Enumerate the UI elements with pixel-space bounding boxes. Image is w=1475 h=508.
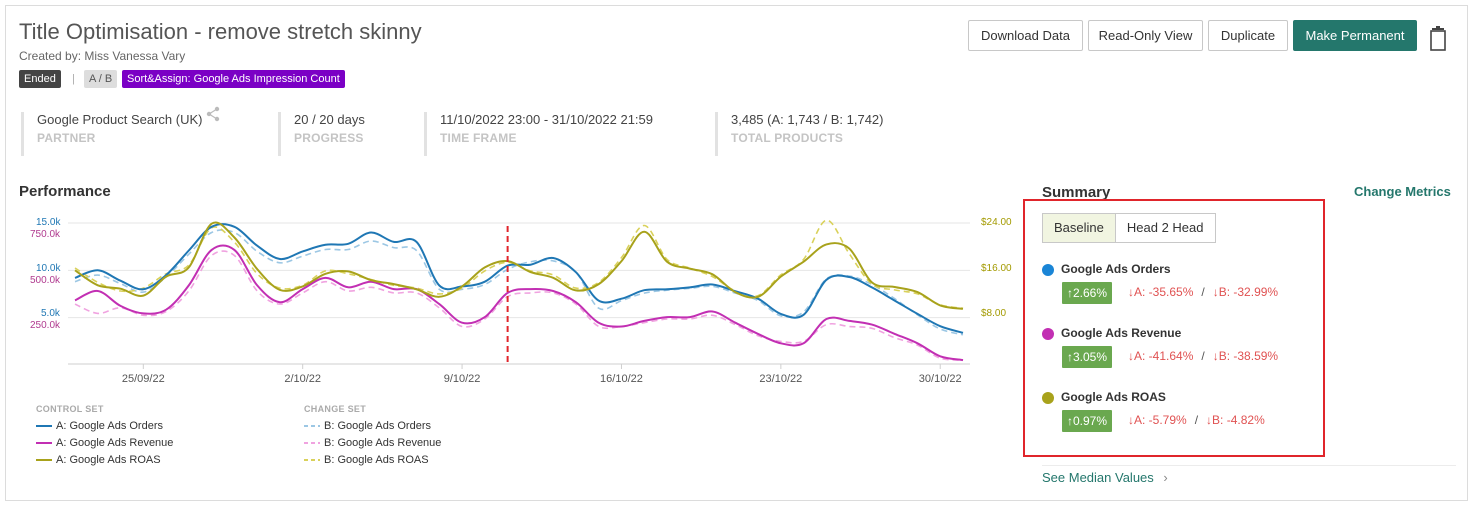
change-metrics-link[interactable]: Change Metrics bbox=[1354, 184, 1451, 199]
legend-label: A: Google Ads ROAS bbox=[56, 454, 161, 466]
x-tick-label: 23/10/22 bbox=[759, 373, 803, 385]
timeframe-label: TIME FRAME bbox=[440, 131, 517, 145]
legend-swatch-icon bbox=[36, 425, 52, 427]
status-badge: Ended bbox=[19, 70, 61, 88]
series-line-a-google-ads-roas bbox=[74, 221, 964, 310]
y-tick-orders-3: 5.0k bbox=[41, 308, 60, 319]
see-median-values-link[interactable]: See Median Values › bbox=[1042, 470, 1168, 485]
slash: / bbox=[1201, 285, 1205, 299]
legend-control-header: CONTROL SET bbox=[36, 404, 104, 414]
x-tick-label: 9/10/22 bbox=[443, 373, 481, 385]
partner-label: PARTNER bbox=[37, 131, 96, 145]
total-products-value: 3,485 (A: 1,743 / B: 1,742) bbox=[731, 112, 884, 127]
make-permanent-button[interactable]: Make Permanent bbox=[1293, 20, 1417, 51]
chevron-right-icon: › bbox=[1163, 470, 1168, 485]
y-tick-revenue-2: 500.0k bbox=[30, 275, 61, 286]
progress-info: 20 / 20 days PROGRESS bbox=[278, 112, 413, 156]
change-badge: ↑0.97% bbox=[1062, 410, 1113, 432]
sort-assign-badge: Sort&Assign: Google Ads Impression Count bbox=[122, 70, 345, 88]
x-tick-label: 25/09/22 bbox=[121, 373, 165, 385]
total-products-info: 3,485 (A: 1,743 / B: 1,742) TOTAL PRODUC… bbox=[715, 112, 925, 156]
metric-name: Google Ads ROAS bbox=[1061, 390, 1166, 404]
legend-swatch-icon bbox=[36, 459, 52, 461]
value-b: ↓B: -4.82% bbox=[1206, 413, 1265, 427]
slash: / bbox=[1201, 349, 1205, 363]
download-data-button[interactable]: Download Data bbox=[968, 20, 1083, 51]
change-badge: ↑2.66% bbox=[1062, 282, 1113, 304]
progress-label: PROGRESS bbox=[294, 131, 364, 145]
y-tick-orders-2: 10.0k bbox=[36, 263, 61, 274]
slash: / bbox=[1194, 413, 1199, 427]
legend-label: A: Google Ads Revenue bbox=[56, 437, 174, 449]
median-link-label: See Median Values bbox=[1042, 470, 1154, 485]
series-line-a-google-ads-revenue bbox=[74, 244, 964, 362]
y-tick-orders-1: 15.0k bbox=[36, 217, 61, 228]
tab-head-2-head[interactable]: Head 2 Head bbox=[1115, 213, 1216, 243]
legend-label: A: Google Ads Orders bbox=[56, 420, 163, 432]
test-type-badge: A / B bbox=[84, 70, 118, 88]
legend-label: B: Google Ads Orders bbox=[324, 420, 431, 432]
x-tick-label: 2/10/22 bbox=[284, 373, 322, 385]
summary-highlight-box bbox=[1023, 199, 1325, 457]
partner-value: Google Product Search (UK) bbox=[37, 112, 203, 127]
tab-baseline[interactable]: Baseline bbox=[1042, 213, 1116, 243]
roas-color-dot bbox=[1042, 392, 1054, 404]
change-badge: ↑3.05% bbox=[1062, 346, 1113, 368]
metric-values: ↓A: -35.65% / ↓B: -32.99% bbox=[1128, 285, 1278, 299]
legend-swatch-icon bbox=[36, 442, 52, 444]
timeframe-value: 11/10/2022 23:00 - 31/10/2022 21:59 bbox=[440, 112, 654, 127]
y-tick-revenue-1: 750.0k bbox=[30, 229, 61, 240]
orders-color-dot bbox=[1042, 264, 1054, 276]
metric-name: Google Ads Revenue bbox=[1061, 326, 1182, 340]
y-tick-roas-2: $16.00 bbox=[981, 263, 1012, 274]
created-by: Created by: Miss Vanessa Vary bbox=[19, 49, 186, 63]
summary-divider bbox=[1042, 465, 1456, 466]
total-products-label: TOTAL PRODUCTS bbox=[731, 131, 844, 145]
metric-name: Google Ads Orders bbox=[1061, 262, 1171, 276]
y-tick-roas-1: $24.00 bbox=[981, 217, 1012, 228]
legend-label: B: Google Ads Revenue bbox=[324, 437, 442, 449]
legend-label: B: Google Ads ROAS bbox=[324, 454, 429, 466]
metric-values: ↓A: -41.64% / ↓B: -38.59% bbox=[1128, 349, 1278, 363]
duplicate-button[interactable]: Duplicate bbox=[1208, 20, 1288, 51]
partner-info: Google Product Search (UK) PARTNER bbox=[21, 106, 266, 156]
summary-title: Summary bbox=[1042, 184, 1111, 201]
badge-separator: | bbox=[72, 73, 75, 85]
legend-swatch-icon bbox=[304, 425, 320, 427]
value-a: ↓A: -35.65% bbox=[1128, 285, 1194, 299]
value-a: ↓A: -41.64% bbox=[1128, 349, 1194, 363]
value-b: ↓B: -32.99% bbox=[1212, 285, 1279, 299]
read-only-view-button[interactable]: Read-Only View bbox=[1088, 20, 1203, 51]
revenue-color-dot bbox=[1042, 328, 1054, 340]
series-line-a-google-ads-orders bbox=[74, 223, 964, 334]
legend-change-header: CHANGE SET bbox=[304, 404, 367, 414]
series-line-b-google-ads-revenue bbox=[74, 250, 964, 361]
summary-tabs: Baseline Head 2 Head bbox=[1042, 213, 1216, 243]
share-icon[interactable] bbox=[205, 106, 221, 125]
value-b: ↓B: -38.59% bbox=[1212, 349, 1279, 363]
x-tick-label: 30/10/22 bbox=[918, 373, 962, 385]
y-tick-roas-3: $8.00 bbox=[981, 308, 1007, 319]
y-tick-revenue-3: 250.0k bbox=[30, 320, 61, 331]
legend-swatch-icon bbox=[304, 442, 320, 444]
performance-chart bbox=[68, 219, 970, 369]
progress-value: 20 / 20 days bbox=[294, 112, 365, 127]
performance-title: Performance bbox=[19, 183, 111, 200]
legend-swatch-icon bbox=[304, 459, 320, 461]
x-tick-label: 16/10/22 bbox=[600, 373, 643, 385]
value-a: ↓A: -5.79% bbox=[1128, 413, 1187, 427]
page-title: Title Optimisation - remove stretch skin… bbox=[19, 19, 422, 44]
trash-icon[interactable] bbox=[1428, 25, 1448, 51]
metric-values: ↓A: -5.79% / ↓B: -4.82% bbox=[1128, 413, 1265, 427]
timeframe-info: 11/10/2022 23:00 - 31/10/2022 21:59 TIME… bbox=[424, 112, 704, 156]
